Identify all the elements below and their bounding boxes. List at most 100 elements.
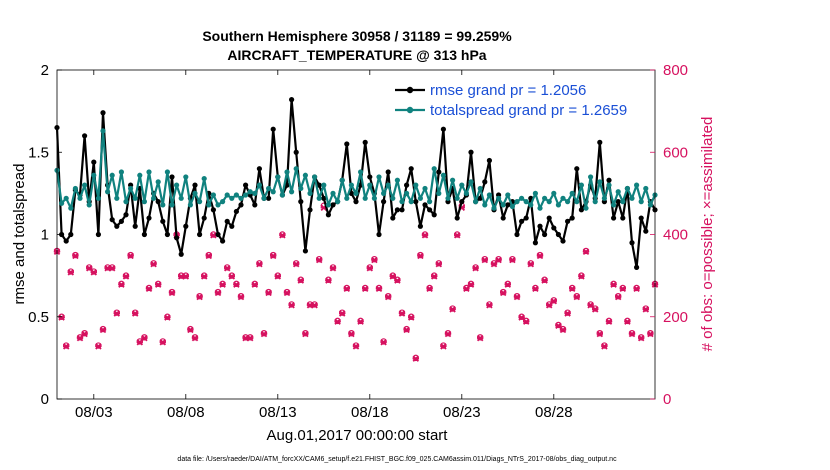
obs-possible-point	[527, 260, 535, 267]
obs-assimilated-point	[85, 264, 93, 272]
totalspread-point	[578, 182, 585, 188]
obs-assimilated-point	[95, 343, 102, 350]
obs-assimilated-point	[200, 273, 208, 280]
totalspread-point	[279, 192, 285, 198]
obs-assimilated-point	[210, 232, 217, 239]
obs-possible-point	[131, 309, 139, 316]
obs-assimilated-point	[490, 260, 498, 268]
obs-assimilated-point	[67, 269, 75, 276]
obs-assimilated-point	[72, 252, 79, 260]
obs-assimilated-point	[219, 281, 226, 288]
obs-possible-point	[348, 330, 355, 337]
rmse-point	[164, 231, 170, 238]
totalspread-point	[509, 203, 515, 210]
totalspread-point	[459, 182, 465, 188]
obs-assimilated-point	[394, 277, 401, 284]
totalspread-point	[417, 195, 423, 201]
obs-assimilated-point	[288, 301, 295, 309]
obs-possible-point	[352, 342, 360, 349]
obs-possible-point	[380, 338, 387, 345]
obs-possible-point	[573, 292, 581, 300]
obs-possible-point	[619, 284, 627, 292]
rmse-point	[394, 207, 400, 213]
totalspread-point	[325, 202, 331, 208]
obs-possible-point	[412, 354, 419, 362]
totalspread-point	[514, 199, 520, 205]
obs-possible-point	[316, 255, 323, 263]
rmse-point	[381, 199, 387, 205]
totalspread-point	[215, 202, 221, 208]
rmse-point	[220, 238, 226, 244]
obs-assimilated-point	[196, 293, 203, 301]
obs-possible-point	[95, 342, 102, 349]
totalspread-point	[151, 195, 157, 201]
obs-assimilated-point	[435, 260, 443, 268]
obs-assimilated-point	[274, 273, 282, 280]
rmse-point	[459, 199, 465, 205]
rmse-point	[243, 182, 249, 188]
chart-subtitle: AIRCRAFT_TEMPERATURE @ 313 hPa	[227, 47, 486, 63]
y-right-tick-label: 600	[663, 144, 688, 161]
obs-possible-point	[569, 284, 576, 292]
totalspread-point	[436, 190, 442, 196]
obs-assimilated-point	[518, 314, 525, 321]
totalspread-point	[463, 190, 469, 196]
obs-possible-point	[513, 292, 521, 300]
obs-possible-point	[141, 334, 148, 341]
y-left-tick-label: 2	[41, 62, 49, 79]
rmse-point	[330, 202, 336, 208]
rmse-point	[417, 223, 423, 229]
rmse-point	[643, 228, 649, 234]
rmse-point	[123, 212, 129, 218]
rmse-point	[201, 215, 207, 221]
totalspread-point	[72, 185, 78, 192]
obs-assimilated-point	[228, 273, 236, 280]
totalspread-point	[123, 199, 129, 205]
rmse-point	[413, 199, 419, 205]
obs-assimilated-point	[122, 273, 130, 280]
totalspread-point	[164, 169, 170, 175]
totalspread-point	[454, 195, 460, 201]
obs-assimilated-point	[246, 334, 254, 342]
obs-assimilated-point	[145, 285, 153, 293]
obs-assimilated-point	[559, 326, 567, 334]
rmse-point	[197, 231, 203, 238]
rmse-point	[486, 157, 492, 164]
obs-assimilated-point	[587, 301, 594, 309]
obs-possible-point	[421, 231, 429, 238]
obs-possible-point	[334, 317, 341, 325]
obs-possible-point	[228, 272, 235, 279]
rmse-point	[160, 218, 166, 224]
rmse-point	[95, 231, 101, 238]
rmse-point	[302, 248, 308, 254]
totalspread-line	[55, 129, 656, 210]
totalspread-point	[256, 182, 262, 188]
totalspread-point	[381, 190, 387, 196]
obs-assimilated-point	[159, 339, 167, 346]
totalspread-point	[574, 199, 580, 205]
obs-assimilated-point	[412, 355, 420, 362]
obs-possible-point	[440, 342, 447, 349]
obs-assimilated-point	[182, 273, 190, 280]
totalspread-point	[266, 185, 272, 192]
rmse-point	[256, 166, 262, 172]
obs-possible-point	[357, 317, 364, 325]
obs-possible-point	[444, 330, 452, 337]
rmse-point	[362, 139, 368, 145]
obs-assimilated-point	[403, 326, 410, 334]
rmse-point	[82, 133, 88, 139]
obs-possible-point	[398, 309, 406, 316]
obs-assimilated-point	[453, 232, 461, 239]
obs-assimilated-point	[343, 285, 351, 293]
obs-assimilated-point	[605, 318, 613, 325]
totalspread-point	[68, 205, 74, 211]
obs-assimilated-point	[311, 301, 318, 309]
totalspread-point	[220, 199, 226, 205]
totalspread-point	[358, 169, 364, 175]
totalspread-point	[477, 185, 483, 192]
totalspread-point	[169, 202, 175, 208]
y-axis-left: 0 0.5 1 1.5 2	[28, 62, 62, 408]
obs-possible-point	[389, 272, 396, 279]
legend: rmse grand pr = 1.2056 totalspread grand…	[390, 78, 652, 122]
obs-possible-point	[72, 251, 79, 259]
